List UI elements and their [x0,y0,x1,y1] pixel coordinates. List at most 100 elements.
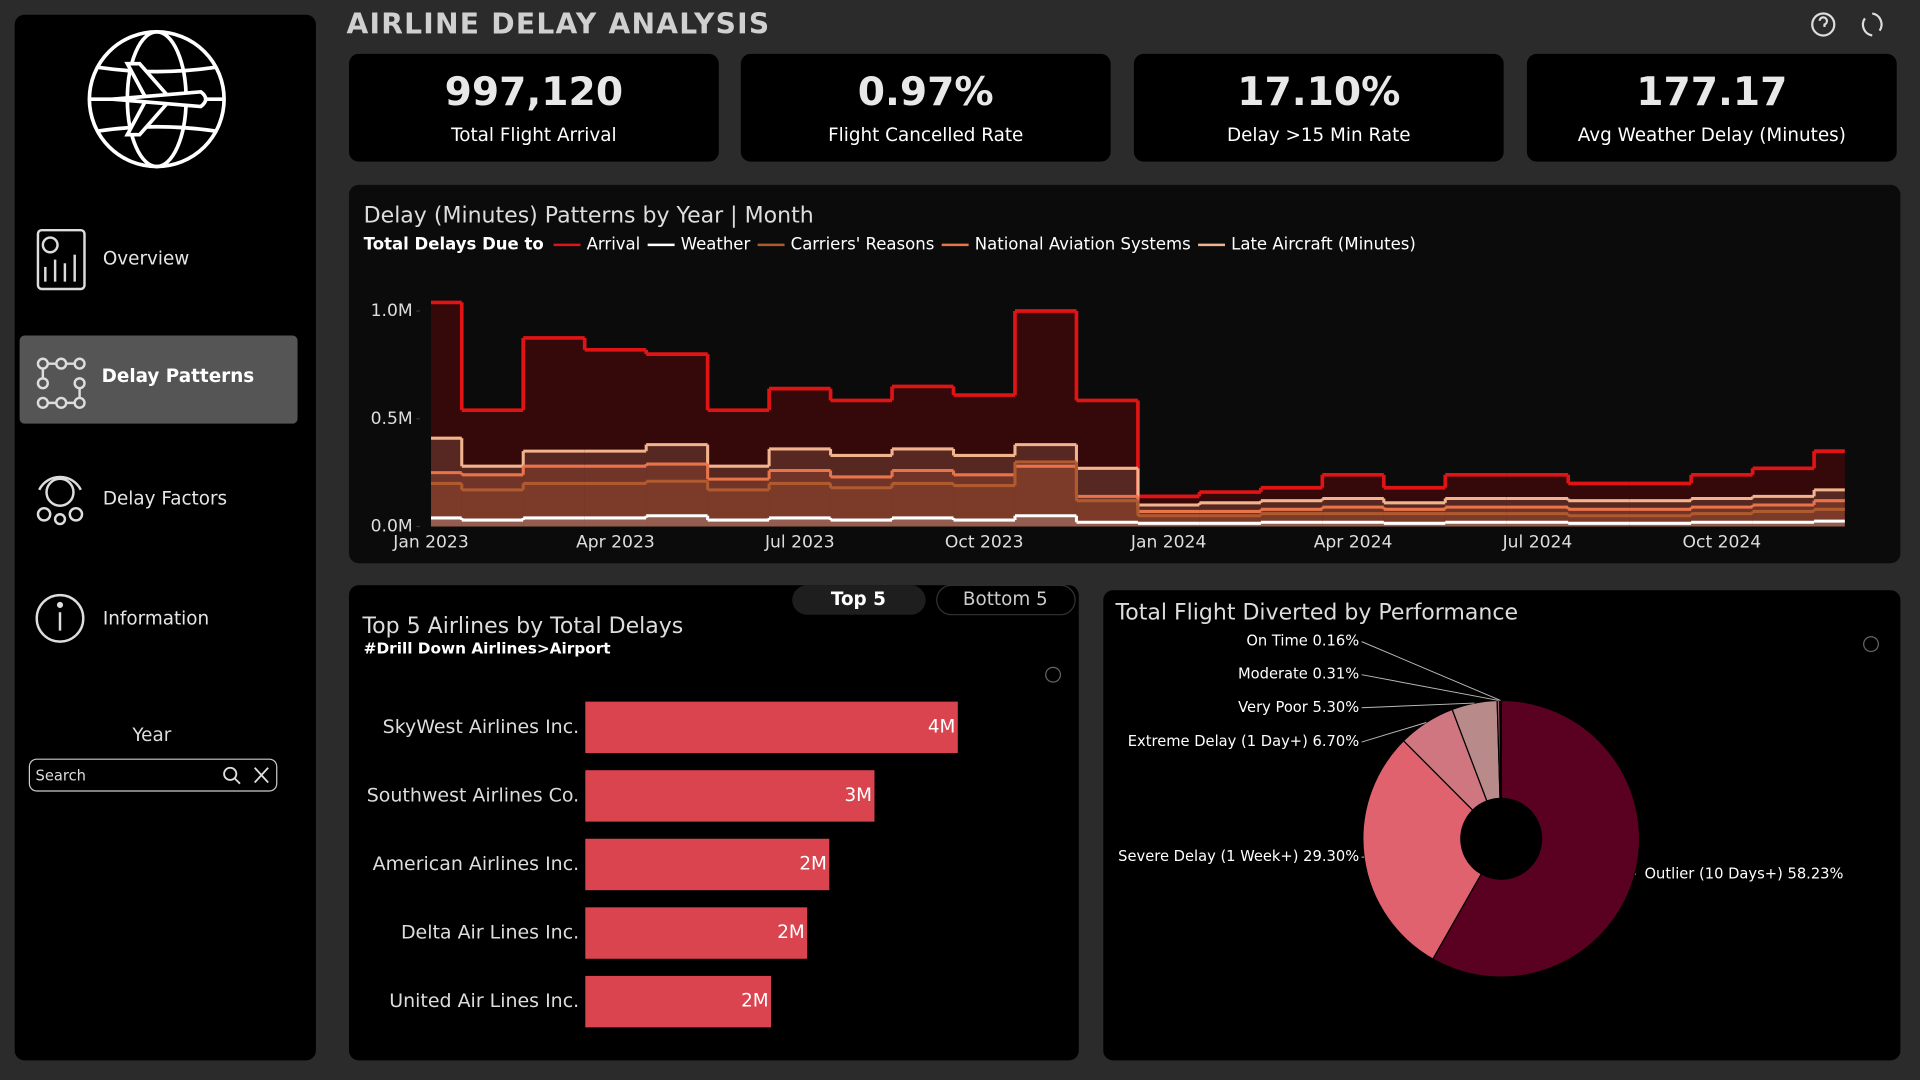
legend-title: Total Delays Due to [364,234,544,253]
area-step [769,517,831,527]
area-step [646,354,708,527]
bar [585,975,772,1028]
kpi-card [1526,53,1897,162]
area-step [461,520,524,527]
area-step [953,474,1015,527]
toggle-label[interactable]: Bottom 5 [963,589,1048,610]
data-label: 4M [928,716,956,737]
area-step [1137,523,1200,527]
kpi-label: Flight Cancelled Rate [828,125,1023,146]
area-step [1445,474,1507,527]
slice-value: 5.30% [1313,699,1360,716]
area-step [830,520,893,527]
toggle-active[interactable] [792,585,926,615]
toggle-inactive[interactable] [936,584,1076,616]
data-label: 3M [845,785,873,806]
kpi-label: Delay >15 Min Rate [1227,125,1411,146]
data-label: 2M [741,991,769,1012]
y-tick-label: 1.0M [371,301,413,321]
slice-value: 0.16% [1313,633,1360,650]
kpi-label: Total Flight Arrival [450,125,616,146]
nav-item[interactable]: Overview [103,249,189,270]
area-step [1260,522,1323,527]
area-step [830,400,893,527]
area-step [646,444,708,527]
area-step [461,410,524,527]
area-step [1629,483,1692,527]
x-tick-label: Jul 2023 [764,532,835,552]
slice-value: 29.30% [1303,848,1359,865]
bar-subtitle: #Drill Down Airlines>Airport [364,639,611,657]
kpi-card [1133,53,1504,162]
search-placeholder[interactable]: Search [36,767,86,784]
slice-category: Very Poor [1238,699,1309,716]
slice-value: 58.23% [1787,865,1843,882]
page-title: AIRLINE DELAY ANALYSIS [347,8,771,41]
slice-label: On Time 0.16% [1246,633,1359,650]
filter-label: Year [131,725,171,746]
area-step [1199,523,1261,527]
area-step [1014,311,1077,527]
legend-label: Arrival [587,234,641,253]
x-tick-label: Jan 2023 [392,532,468,552]
slice-value: 6.70% [1313,733,1360,750]
area-step [523,337,585,527]
area-step [1568,523,1630,527]
area-step [707,520,770,527]
area-step [1568,515,1630,527]
area-step [1322,474,1384,527]
toggle-label[interactable]: Top 5 [831,589,886,610]
y-tick-label: American Airlines Inc. [373,853,580,875]
legend-label: Late Aircraft (Minutes) [1231,234,1416,253]
area-step [584,349,647,527]
area-step [707,410,770,527]
area-step [953,455,1015,527]
area-step [584,451,647,527]
area-step [646,515,708,527]
area-step [1691,522,1753,527]
sidebar [14,14,316,1061]
area-step [1383,523,1446,527]
nav-item[interactable]: Delay Factors [103,489,227,510]
legend-label: Weather [681,234,751,253]
kpi-card [348,53,719,162]
legend-label: Carriers' Reasons [791,234,935,253]
x-tick-label: Apr 2024 [1314,532,1393,552]
slice-category: Extreme Delay (1 Day+) [1128,733,1308,750]
area-step [646,481,708,527]
slice-label: Very Poor 5.30% [1238,699,1359,716]
leader-line [1361,641,1501,701]
leader-line [1361,674,1499,701]
logo [87,30,226,169]
kpi-card [740,53,1111,162]
kpi-value: 17.10% [1237,70,1400,115]
area-step [1506,474,1569,527]
slice-category: On Time [1246,633,1307,650]
nav-active-bg [19,335,298,424]
area-step [1014,515,1077,527]
pie-slice [1431,699,1641,978]
y-tick-label: Delta Air Lines Inc. [401,922,579,944]
area-step [1076,522,1138,527]
slice-category: Outlier (10 Days+) [1644,865,1782,882]
slice-category: Moderate [1238,666,1308,683]
y-tick-label: SkyWest Airlines Inc. [383,716,580,738]
nav-item[interactable]: Information [103,609,209,630]
nav-item[interactable]: Delay Patterns [102,366,255,387]
area-step [1199,515,1261,527]
area-step [892,386,954,527]
area-step [1076,400,1138,527]
x-tick-label: Apr 2023 [576,532,655,552]
area-step [830,476,893,527]
area-step [1568,483,1630,527]
kpi-value: 177.17 [1636,70,1787,115]
search-box[interactable] [28,758,278,792]
y-tick-label: United Air Lines Inc. [389,990,579,1012]
data-label: 2M [799,853,827,874]
bar [585,701,958,754]
slice-value: 0.31% [1313,666,1360,683]
header-icons [1811,12,1883,37]
line-title: Delay (Minutes) Patterns by Year | Month [364,204,814,229]
area-step [523,517,585,527]
